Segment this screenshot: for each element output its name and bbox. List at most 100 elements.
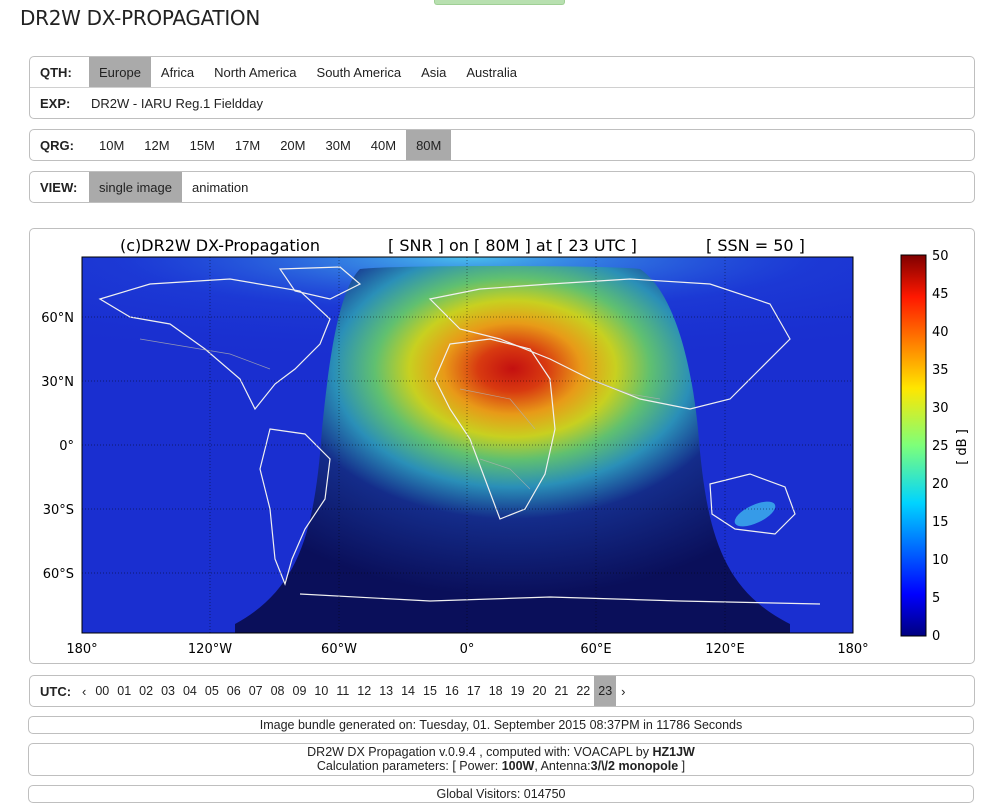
utc-row: UTC: ‹ 00 01 02 03 04 05 06 07 08 09 10 …	[30, 676, 974, 706]
utc-hour-10[interactable]: 10	[314, 684, 329, 698]
utc-hour-22[interactable]: 22	[576, 684, 591, 698]
borders	[139, 338, 661, 490]
generated-text: Image bundle generated on: Tuesday, 01. …	[259, 718, 743, 732]
version-info: DR2W DX Propagation v.0.9.4 , computed w…	[28, 743, 974, 776]
qrg-option-17m[interactable]: 17M	[234, 137, 261, 153]
australia-hotspot	[734, 501, 776, 527]
qth-option-south-america[interactable]: South America	[316, 64, 402, 80]
qth-option-north-america[interactable]: North America	[214, 64, 297, 80]
colorbar-tick-35: 35	[932, 363, 949, 378]
utc-hour-04[interactable]: 04	[182, 684, 197, 698]
colorbar-tick-40: 40	[932, 325, 949, 340]
qth-row: QTH: Europe Africa North America South A…	[30, 57, 974, 87]
utc-hour-09[interactable]: 09	[292, 684, 307, 698]
exp-value: DR2W - IARU Reg.1 Fieldday	[91, 95, 263, 111]
propagation-map-frame: (c)DR2W DX-Propagation [ SNR ] on [ 80M …	[29, 228, 975, 664]
qrg-label: QRG:	[40, 137, 74, 153]
colorbar-tick-10: 10	[932, 553, 949, 568]
qrg-option-10m[interactable]: 10M	[99, 137, 125, 153]
visitors-info: Global Visitors: 014750	[28, 785, 974, 803]
utc-hour-16[interactable]: 16	[444, 684, 459, 698]
utc-hour-20[interactable]: 20	[532, 684, 547, 698]
utc-hour-18[interactable]: 18	[488, 684, 503, 698]
lat-label-60n: 60°N	[41, 311, 74, 326]
utc-prev-button[interactable]: ‹	[82, 683, 87, 699]
utc-hour-08[interactable]: 08	[270, 684, 285, 698]
qth-option-asia[interactable]: Asia	[421, 64, 447, 80]
colorbar-tick-5: 5	[932, 591, 940, 606]
lat-label-30n: 30°N	[41, 375, 74, 390]
utc-hour-01[interactable]: 01	[117, 684, 132, 698]
qrg-option-80m[interactable]: 80M	[406, 130, 452, 160]
lon-label-0: 0°	[460, 642, 475, 657]
coverage-region	[235, 266, 790, 633]
qrg-panel: QRG: 10M 12M 15M 17M 20M 30M 40M 80M	[29, 129, 975, 161]
version-text: DR2W DX Propagation v.0.9.4 , computed w…	[307, 745, 653, 759]
exp-label: EXP:	[40, 95, 71, 111]
qth-label: QTH:	[40, 64, 72, 80]
params-suffix: ]	[678, 759, 686, 773]
utc-hour-00[interactable]: 00	[95, 684, 110, 698]
qth-option-africa[interactable]: Africa	[160, 64, 195, 80]
lon-label-120e: 120°E	[705, 642, 745, 657]
lon-label-60w: 60°W	[321, 642, 357, 657]
map-title-left: (c)DR2W DX-Propagation	[120, 236, 320, 255]
utc-label: UTC:	[40, 683, 72, 699]
page-title: DR2W DX-PROPAGATION	[20, 6, 261, 30]
params-antenna: 3/\/2 monopole	[590, 759, 679, 773]
utc-hour-15[interactable]: 15	[423, 684, 437, 698]
qrg-option-20m[interactable]: 20M	[280, 137, 306, 153]
qrg-option-40m[interactable]: 40M	[370, 137, 397, 153]
qrg-option-30m[interactable]: 30M	[325, 137, 351, 153]
colorbar-tick-30: 30	[932, 401, 949, 416]
version-author: HZ1JW	[652, 745, 695, 759]
map-title-right: [ SSN = 50 ]	[706, 236, 805, 255]
visitors-text: Global Visitors: 014750	[436, 787, 566, 801]
view-row: VIEW: single image animation	[30, 172, 974, 202]
lon-label-180e: 180°	[837, 642, 868, 657]
map-body	[82, 257, 853, 633]
utc-hour-12[interactable]: 12	[357, 684, 372, 698]
lat-label-60s: 60°S	[43, 567, 74, 582]
view-option-animation[interactable]: animation	[192, 179, 249, 195]
qrg-option-12m[interactable]: 12M	[144, 137, 170, 153]
params-mid: , Antenna:	[534, 759, 591, 773]
utc-hour-17[interactable]: 17	[466, 684, 481, 698]
utc-hour-14[interactable]: 14	[401, 684, 416, 698]
colorbar-tick-50: 50	[932, 249, 949, 264]
top-tab-indicator	[434, 0, 565, 5]
utc-hour-23[interactable]: 23	[594, 676, 617, 706]
qrg-option-15m[interactable]: 15M	[189, 137, 215, 153]
colorbar-tick-45: 45	[932, 287, 949, 302]
utc-hour-02[interactable]: 02	[139, 684, 154, 698]
propagation-map: (c)DR2W DX-Propagation [ SNR ] on [ 80M …	[41, 236, 970, 657]
colorbar-tick-20: 20	[932, 477, 949, 492]
colorbar-unit-label: [ dB ]	[955, 429, 970, 465]
utc-hour-07[interactable]: 07	[248, 684, 263, 698]
qth-option-australia[interactable]: Australia	[466, 64, 517, 80]
view-label: VIEW:	[40, 179, 78, 195]
graticule	[82, 257, 853, 633]
utc-hour-13[interactable]: 13	[379, 684, 394, 698]
view-option-single-image[interactable]: single image	[89, 172, 182, 202]
map-border	[81, 256, 854, 634]
qth-option-europe[interactable]: Europe	[89, 57, 151, 87]
generated-info: Image bundle generated on: Tuesday, 01. …	[28, 716, 974, 734]
utc-hour-11[interactable]: 11	[336, 684, 350, 698]
utc-hour-21[interactable]: 21	[554, 684, 569, 698]
params-power: 100W	[501, 759, 535, 773]
qth-panel: QTH: Europe Africa North America South A…	[29, 56, 975, 119]
lon-label-120w: 120°W	[188, 642, 232, 657]
utc-hour-19[interactable]: 19	[510, 684, 525, 698]
colorbar	[900, 254, 927, 637]
qrg-row: QRG: 10M 12M 15M 17M 20M 30M 40M 80M	[30, 130, 974, 160]
version-line: DR2W DX Propagation v.0.9.4 , computed w…	[29, 745, 973, 759]
utc-hour-06[interactable]: 06	[226, 684, 241, 698]
utc-next-button[interactable]: ›	[621, 683, 626, 699]
utc-hour-03[interactable]: 03	[161, 684, 175, 698]
utc-hour-05[interactable]: 05	[204, 684, 219, 698]
lon-label-180w: 180°	[66, 642, 97, 657]
exp-row: EXP: DR2W - IARU Reg.1 Fieldday	[30, 87, 974, 118]
colorbar-tick-25: 25	[932, 439, 949, 454]
params-line: Calculation parameters: [ Power: 100W, A…	[29, 759, 973, 773]
